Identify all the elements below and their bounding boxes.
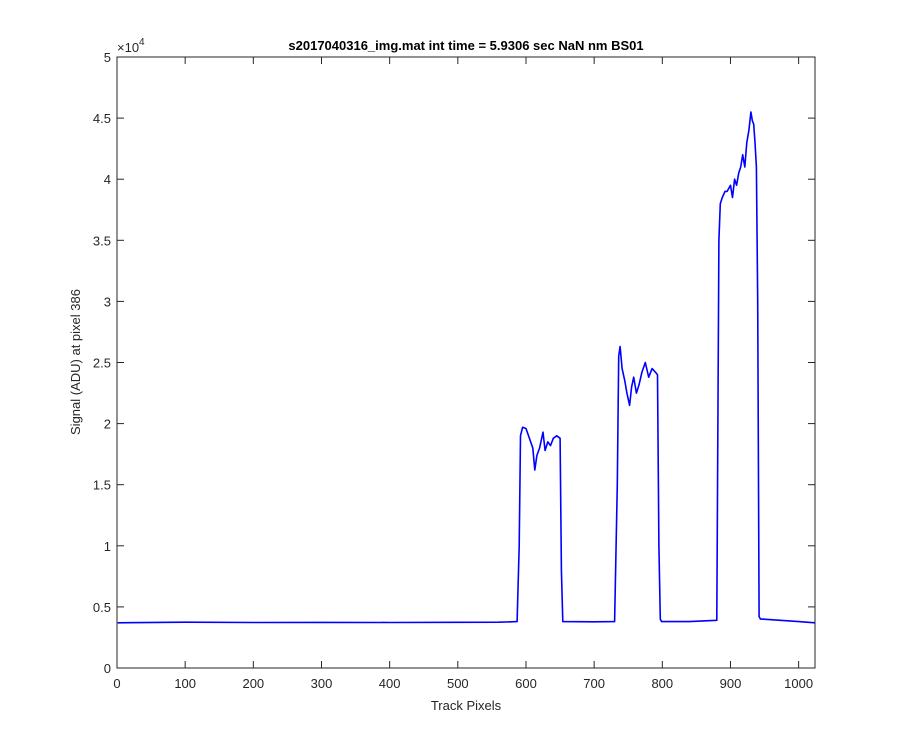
y-tick-label: 1 — [104, 539, 111, 554]
y-tick-label: 3.5 — [93, 233, 111, 248]
y-exponent-power: 4 — [139, 37, 145, 48]
y-tick-label: 0.5 — [93, 600, 111, 615]
x-tick-label: 300 — [311, 676, 333, 691]
x-tick-label: 900 — [720, 676, 742, 691]
y-tick-label: 3 — [104, 294, 111, 309]
x-tick-label: 1000 — [784, 676, 813, 691]
y-tick-label: 0 — [104, 661, 111, 676]
y-tick-label: 4 — [104, 172, 111, 187]
y-tick-label: 4.5 — [93, 111, 111, 126]
chart-title: s2017040316_img.mat int time = 5.9306 se… — [288, 38, 643, 53]
x-tick-label: 600 — [515, 676, 537, 691]
signal-series-line — [117, 111, 816, 624]
x-tick-label: 0 — [113, 676, 120, 691]
x-tick-label: 700 — [583, 676, 605, 691]
y-exponent-multiplier: ×10 — [117, 40, 139, 55]
x-tick-label: 200 — [242, 676, 264, 691]
y-axis-label: Signal (ADU) at pixel 386 — [68, 289, 83, 435]
plot-area — [117, 57, 815, 668]
y-tick-label: 2.5 — [93, 356, 111, 371]
y-tick-label: 1.5 — [93, 478, 111, 493]
x-tick-label: 800 — [651, 676, 673, 691]
y-tick-label: 2 — [104, 417, 111, 432]
x-tick-label: 400 — [379, 676, 401, 691]
x-tick-label: 100 — [174, 676, 196, 691]
x-tick-label: 500 — [447, 676, 469, 691]
y-tick-label: 5 — [104, 50, 111, 65]
x-axis-label: Track Pixels — [431, 698, 502, 713]
axes-box — [116, 56, 816, 669]
series-group — [117, 111, 816, 624]
axis-ticks: 0 100 200 300 400 500 600 700 800 900 1000 0 0.5 1 1.5… — [93, 50, 815, 691]
